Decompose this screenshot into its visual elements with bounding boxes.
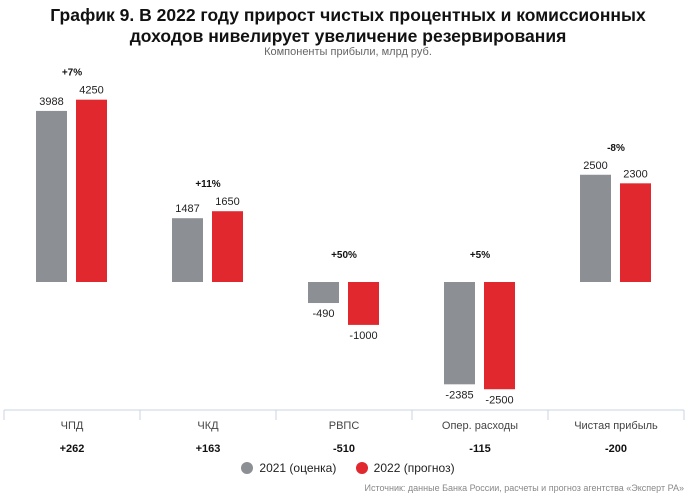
category-label: Опер. расходы [442,420,518,432]
category-label: ЧКД [197,420,219,432]
legend-swatch [241,462,254,474]
chart-title: График 9. В 2022 году прирост чистых про… [0,5,696,47]
data-label: 2500 [583,160,607,172]
bar-2022 [76,99,107,282]
change-pct-label: -8% [607,143,625,154]
legend-item-2021: 2021 (оценка) [241,461,336,475]
bar-2021 [580,174,611,282]
bar-2021 [444,282,475,385]
legend-swatch [355,462,368,474]
bar-2022 [620,183,651,282]
data-label: 3988 [39,96,63,108]
change-pct-label: +7% [62,68,82,79]
bar-2021 [308,282,339,304]
change-abs-label: -200 [605,443,627,455]
category-label: ЧПД [61,420,84,432]
data-label: 4250 [79,85,103,97]
change-pct-label: +11% [195,179,220,190]
source-note: Источник: данные Банка России, расчеты и… [364,483,684,493]
bar-2021 [36,110,67,283]
data-label: -1000 [349,330,377,342]
data-label: -490 [312,308,334,320]
legend-label: 2021 (оценка) [259,461,337,475]
bar-2021 [172,218,203,282]
change-abs-label: -510 [333,443,355,455]
data-label: 1650 [215,196,239,208]
title-line-1: График 9. В 2022 году прирост чистых про… [50,5,646,25]
title-line-2: доходов нивелирует увеличение резервиров… [129,26,567,46]
bar-2022 [484,282,515,390]
legend-item-2022: 2022 (прогноз) [355,461,455,475]
change-pct-label: +50% [331,250,357,261]
change-abs-label: -115 [469,443,490,455]
data-label: -2385 [445,389,473,401]
data-label: 1487 [175,203,199,215]
data-label: -2500 [485,394,513,406]
chart-subtitle: Компоненты прибыли, млрд руб. [264,46,432,58]
change-abs-label: +163 [196,443,221,455]
bar-2022 [348,282,379,325]
change-pct-label: +5% [470,250,490,261]
bar-2022 [212,211,243,282]
legend: 2021 (оценка) 2022 (прогноз) [0,461,696,475]
data-label: 2300 [623,168,647,180]
legend-label: 2022 (прогноз) [373,461,455,475]
category-label: Чистая прибыль [574,420,658,432]
category-label: РВПС [329,420,360,432]
change-abs-label: +262 [60,443,85,455]
